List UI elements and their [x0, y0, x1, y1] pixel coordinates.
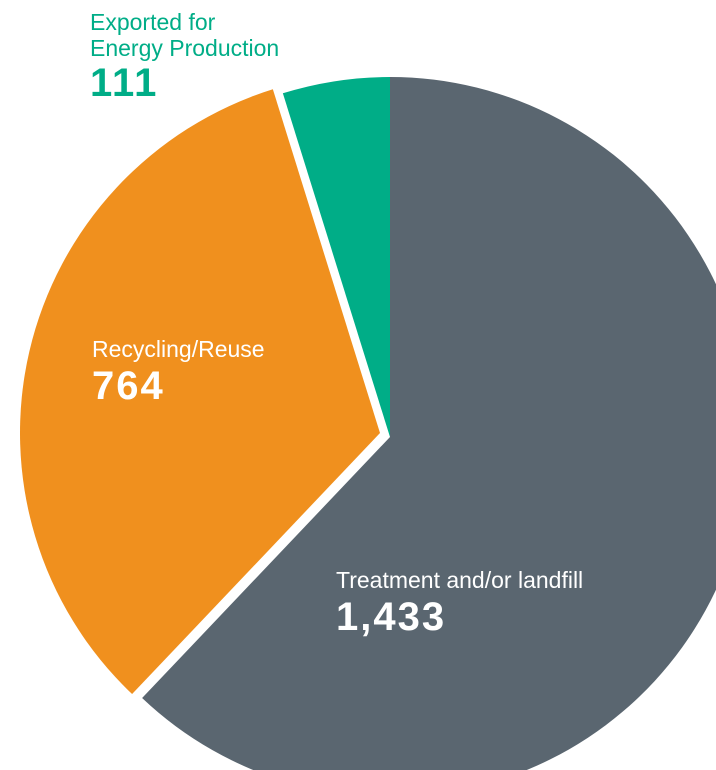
slice-value: 1,433	[336, 595, 446, 639]
slice-label: Treatment and/or landfill	[336, 567, 583, 593]
pie-slice	[142, 77, 716, 770]
slices	[20, 77, 716, 770]
slice-value: 111	[90, 61, 158, 105]
pie-slice	[20, 89, 381, 695]
pie-slice	[282, 77, 390, 437]
slice-label: Recycling/Reuse	[92, 336, 265, 362]
slice-value: 764	[92, 364, 165, 408]
slice-label: Exported for Energy Production	[90, 9, 279, 61]
